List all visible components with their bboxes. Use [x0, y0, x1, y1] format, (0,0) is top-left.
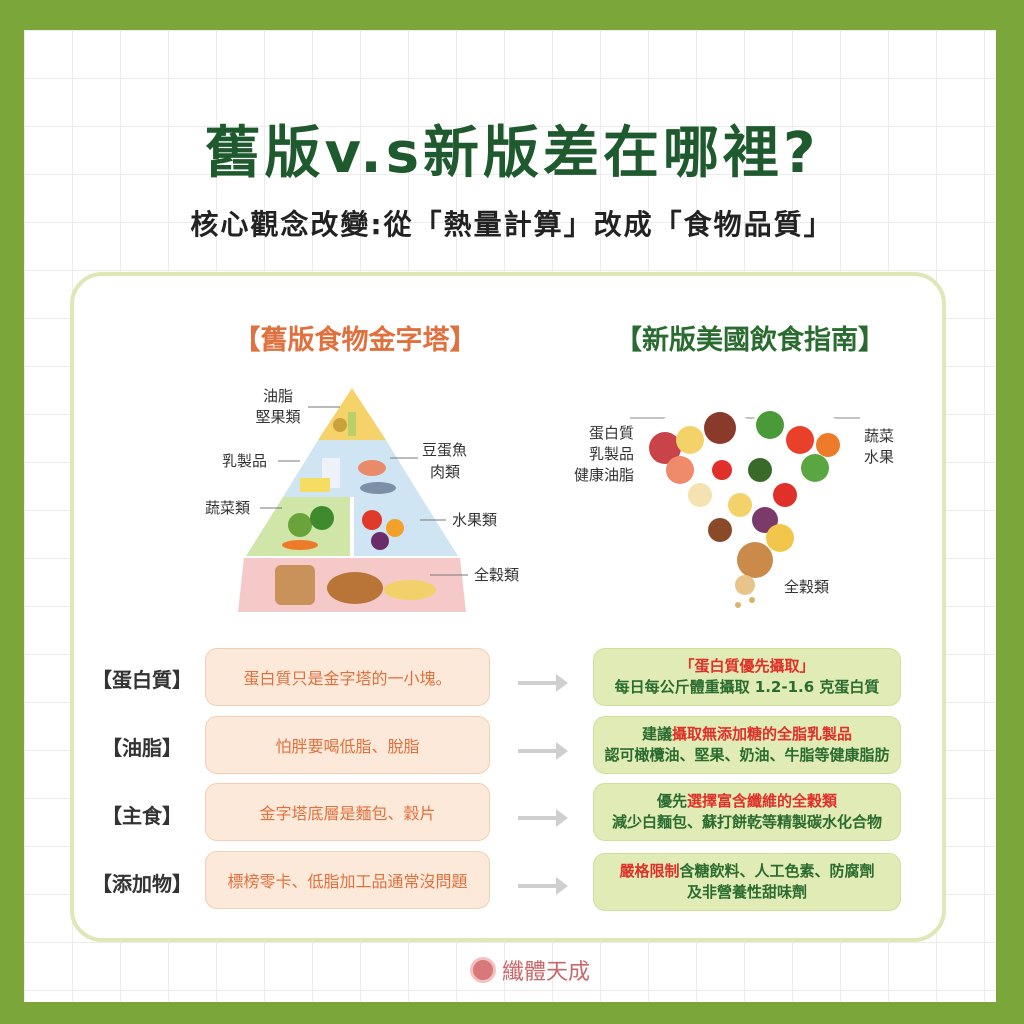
- old-staples-box: 金字塔底層是麵包、穀片: [205, 783, 490, 841]
- highlight-text: 攝取無添加糖的全脂乳製品: [672, 725, 853, 743]
- new-food-heart: [630, 409, 860, 610]
- detail-text: 減少白麵包、蘇打餅乾等精製碳水化合物: [611, 813, 882, 831]
- detail-text: 認可橄欖油、堅果、奶油、牛脂等健康脂肪: [604, 746, 890, 764]
- new-label-veg: 蔬菜: [864, 427, 895, 445]
- row-label-staples: 【主食】: [102, 804, 182, 828]
- label-nuts: 堅果類: [255, 408, 301, 426]
- old-protein-box: 蛋白質只是金字塔的一小塊。: [205, 648, 490, 706]
- new-additives-box: 嚴格限制含糖飲料、人工色素、防腐劑 及非營養性甜味劑: [593, 853, 901, 911]
- new-guide-heading: 【新版美國飲食指南】: [615, 325, 885, 356]
- new-label-protein: 蛋白質: [588, 424, 634, 442]
- label-grain: 全穀類: [474, 566, 520, 584]
- new-staples-box: 優先選擇富含纖維的全穀類 減少白麵包、蘇打餅乾等精製碳水化合物: [593, 783, 901, 841]
- text: 優先: [656, 792, 687, 810]
- logo-icon: [470, 957, 496, 983]
- old-fats-box: 怕胖要喝低脂、脫脂: [205, 716, 490, 774]
- new-protein-box: 「蛋白質優先攝取」 每日每公斤體重攝取 1.2-1.6 克蛋白質: [593, 648, 901, 706]
- label-fruit: 水果類: [452, 511, 498, 529]
- old-additives-box: 標榜零卡、低脂加工品通常沒問題: [205, 851, 490, 909]
- new-fats-box: 建議攝取無添加糖的全脂乳製品 認可橄欖油、堅果、奶油、牛脂等健康脂肪: [593, 716, 901, 774]
- row-label-fats: 【油脂】: [102, 736, 182, 760]
- highlight-text: 選擇富含纖維的全穀類: [687, 792, 838, 810]
- row-label-protein: 【蛋白質】: [92, 668, 192, 692]
- detail-text: 及非營養性甜味劑: [686, 883, 807, 901]
- label-meat: 肉類: [430, 463, 461, 481]
- page-title: 舊版v.s新版差在哪裡?: [204, 121, 820, 186]
- logo-text: 纖體天成: [502, 960, 591, 985]
- label-fats: 油脂: [262, 387, 293, 405]
- old-food-pyramid: [238, 388, 468, 612]
- arrow-icon: [518, 742, 568, 760]
- label-protein: 豆蛋魚: [422, 441, 468, 459]
- detail-text: 每日每公斤體重攝取 1.2-1.6 克蛋白質: [614, 678, 880, 696]
- old-pyramid-heading: 【舊版食物金字塔】: [233, 325, 477, 356]
- new-label-fruit: 水果: [864, 448, 895, 466]
- new-label-fats: 健康油脂: [573, 466, 634, 484]
- arrow-icon: [518, 809, 568, 827]
- label-veg: 蔬菜類: [205, 499, 251, 517]
- text: 含糖飲料、人工色素、防腐劑: [679, 862, 875, 880]
- text: 建議: [641, 725, 672, 743]
- arrow-icon: [518, 877, 568, 895]
- page-subtitle: 核心觀念改變:從「熱量計算」改成「食物品質」: [190, 208, 834, 241]
- label-dairy: 乳製品: [222, 452, 268, 470]
- new-label-dairy: 乳製品: [588, 445, 634, 463]
- new-label-grain: 全穀類: [784, 578, 830, 596]
- highlight-text: 嚴格限制: [619, 862, 680, 880]
- highlight-text: 「蛋白質優先攝取」: [679, 657, 815, 675]
- brand-logo: 纖體天成: [470, 954, 590, 986]
- arrow-icon: [518, 674, 568, 692]
- row-label-additives: 【添加物】: [92, 872, 192, 896]
